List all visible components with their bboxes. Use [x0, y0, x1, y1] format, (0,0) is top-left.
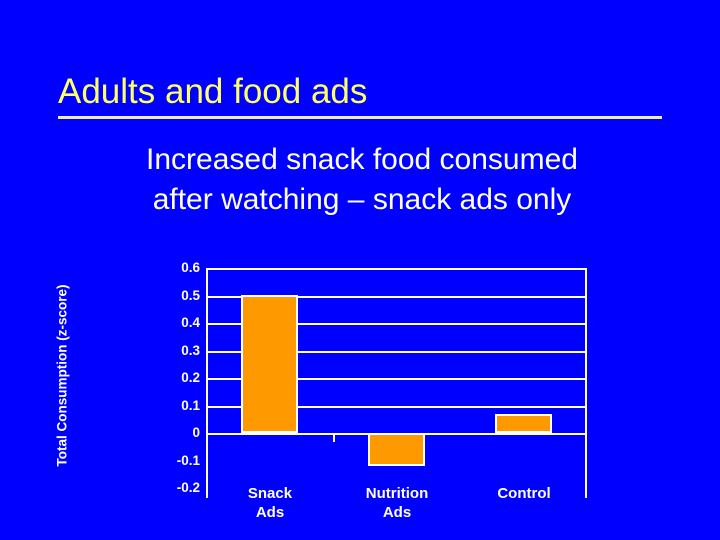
gridline [206, 378, 587, 380]
title-block: Adults and food ads [58, 72, 662, 119]
gridline [206, 350, 587, 353]
x-axis-category-label: Snack Ads [247, 485, 293, 521]
bar [495, 414, 552, 433]
bar [241, 295, 298, 433]
x-axis-category-label: Control [497, 485, 551, 502]
body-text-line-2: after watching – snack ads only [152, 183, 572, 216]
page-title: Adults and food ads [58, 72, 368, 111]
y-axis-tick-label: 0.5 [181, 287, 200, 303]
bar-chart: Total Consumption (z-score) 0.6 0.5 0.4 0.3… [0, 248, 720, 540]
y-axis-tick-label: 0.1 [181, 397, 200, 413]
y-axis-line [206, 268, 208, 498]
title-divider [58, 116, 662, 119]
plot-area [206, 268, 587, 498]
gridline [206, 323, 587, 325]
body-text: Increased snack food consumed after watc… [52, 140, 672, 220]
y-axis-tick-label: -0.2 [176, 480, 200, 495]
y-axis-title: Total Consumption (z-score) [54, 284, 70, 467]
x-axis-tick-mark [333, 433, 335, 442]
y-axis-tick-label: 0.3 [181, 342, 200, 358]
y-axis-tick-label: 0.6 [181, 260, 200, 275]
gridline [206, 268, 587, 270]
plot-right-border [585, 268, 587, 498]
gridline [206, 405, 587, 408]
y-axis-tick-label: 0.4 [181, 315, 200, 330]
x-axis-category-label: Nutrition Ads [365, 485, 429, 521]
bar [368, 433, 425, 466]
x-axis-category-labels: Snack Ads Nutrition Ads Control [206, 484, 587, 540]
y-axis-tick-labels: 0.6 0.5 0.4 0.3 0.2 0.1 0 -0.1 -0.2 [146, 248, 200, 496]
y-axis-tick-label: 0 [192, 425, 200, 440]
y-axis-tick-label: 0.2 [181, 370, 200, 385]
y-axis-tick-label: -0.1 [176, 452, 200, 468]
gridline [206, 295, 587, 298]
body-text-line-1: Increased snack food consumed [146, 143, 578, 176]
